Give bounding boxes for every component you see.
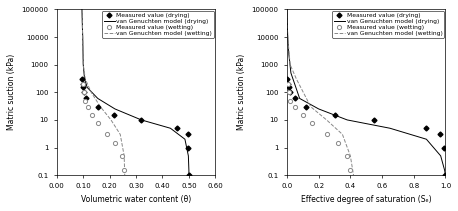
Legend: Measured value (drying), van Genuchten model (drying), Measured value (wetting),: Measured value (drying), van Genuchten m… bbox=[332, 11, 444, 38]
Legend: Measured value (drying), van Genuchten model (drying), Measured value (wetting),: Measured value (drying), van Genuchten m… bbox=[102, 11, 214, 38]
Y-axis label: Matric suction (kPa): Matric suction (kPa) bbox=[7, 54, 16, 130]
Y-axis label: Matric suction (kPa): Matric suction (kPa) bbox=[237, 54, 246, 130]
X-axis label: Volumetric water content (θ): Volumetric water content (θ) bbox=[81, 195, 191, 204]
X-axis label: Effective degree of saturation (Sₑ): Effective degree of saturation (Sₑ) bbox=[301, 195, 431, 204]
